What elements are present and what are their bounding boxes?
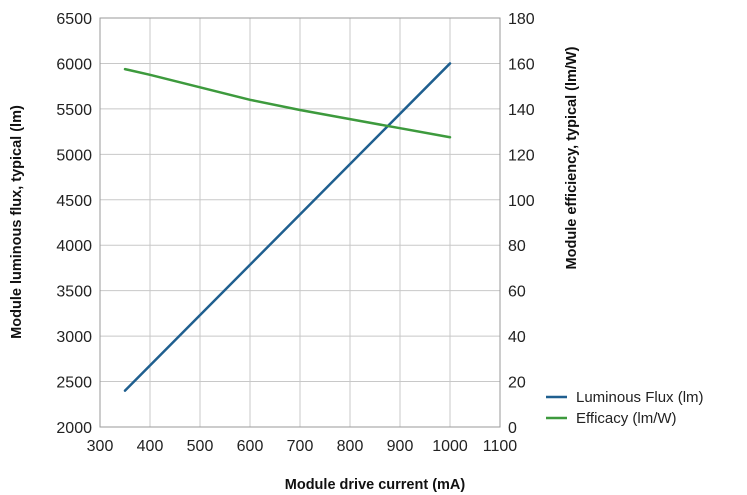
- right-y-tick-label-60: 60: [508, 284, 526, 301]
- x-tick-label-700: 700: [287, 438, 314, 455]
- right-y-tick-label-100: 100: [508, 193, 535, 210]
- x-tick-label-600: 600: [237, 438, 264, 455]
- right-y-tick-label-180: 180: [508, 11, 535, 28]
- series-line-luminous-flux: [123, 62, 452, 392]
- left-y-tick-label-3000: 3000: [56, 329, 92, 346]
- left-y-tick-label-3500: 3500: [56, 284, 92, 301]
- x-tick-label-1000: 1000: [432, 438, 468, 455]
- x-tick-label-800: 800: [337, 438, 364, 455]
- right-y-tick-label-20: 20: [508, 375, 526, 392]
- left-y-axis-ticks: 2000 2500 3000 3500 4000 4500 5000 5500 6000 6500: [56, 11, 92, 437]
- left-y-tick-label-6500: 6500: [56, 11, 92, 28]
- right-y-axis-ticks: 0 20 40 60 80 100 120 140 160 180: [508, 11, 535, 437]
- left-y-axis-title: Module luminous flux, typical (lm): [9, 105, 25, 339]
- x-tick-label-500: 500: [187, 438, 214, 455]
- x-tick-label-1100: 1100: [483, 438, 518, 455]
- left-y-tick-label-6000: 6000: [56, 56, 92, 73]
- x-axis-ticks: 300 400 500 600 700 800 900 1000 1100: [87, 438, 518, 455]
- x-tick-label-300: 300: [87, 438, 114, 455]
- left-y-tick-label-4000: 4000: [56, 238, 92, 255]
- right-y-tick-label-0: 0: [508, 420, 517, 437]
- plot-border: [99, 17, 501, 428]
- x-tick-label-400: 400: [137, 438, 164, 455]
- left-y-tick-label-5000: 5000: [56, 147, 92, 164]
- left-y-tick-label-5500: 5500: [56, 102, 92, 119]
- left-y-tick-label-2000: 2000: [56, 420, 92, 437]
- right-y-tick-label-140: 140: [508, 102, 535, 119]
- right-y-tick-label-40: 40: [508, 329, 526, 346]
- plot-frame: [99, 17, 501, 428]
- right-y-tick-label-160: 160: [508, 56, 535, 73]
- x-tick-label-900: 900: [387, 438, 414, 455]
- right-y-axis-title: Module efficiency, typical (lm/W): [564, 46, 580, 269]
- right-y-tick-label-80: 80: [508, 238, 526, 255]
- legend-label-luminous-flux: Luminous Flux (lm): [576, 389, 704, 406]
- legend-label-efficacy: Efficacy (lm/W): [576, 410, 677, 427]
- legend: Luminous Flux (lm) Efficacy (lm/W): [546, 389, 704, 427]
- right-y-tick-label-120: 120: [508, 147, 535, 164]
- grid: [99, 17, 501, 428]
- series-lines: [123, 62, 452, 392]
- left-y-tick-label-4500: 4500: [56, 193, 92, 210]
- x-axis-title: Module drive current (mA): [285, 477, 466, 493]
- series-line-efficacy: [123, 67, 452, 139]
- left-y-tick-label-2500: 2500: [56, 375, 92, 392]
